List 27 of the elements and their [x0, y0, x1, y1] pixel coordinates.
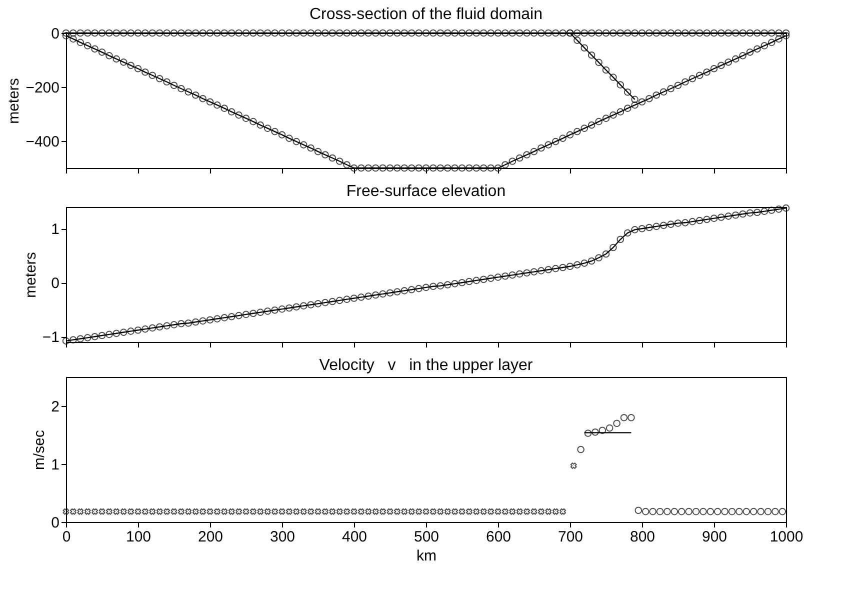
x-tick-label: 300	[270, 528, 296, 546]
x-tick-label: 400	[342, 528, 368, 546]
x-tick-label: 500	[414, 528, 440, 546]
y-tick-label: 0	[51, 514, 60, 532]
x-tick-label: 0	[62, 528, 71, 546]
y-tick-label: −400	[26, 134, 60, 150]
x-tick-label: 100	[126, 528, 152, 546]
x-tick-label: 700	[558, 528, 584, 546]
chart-title: Free-surface elevation	[346, 182, 506, 200]
chart-title: Cross-section of the fluid domain	[310, 6, 542, 23]
y-tick-label: 1	[51, 456, 60, 474]
y-tick-label: −1	[42, 329, 60, 346]
y-axis-title: meters	[6, 78, 23, 124]
x-tick-label: 900	[702, 528, 728, 546]
y-axis-title: m/sec	[31, 430, 48, 470]
y-tick-label: 1	[51, 221, 60, 238]
x-tick-label: 600	[486, 528, 512, 546]
y-tick-label: 0	[51, 275, 60, 292]
chart-title: Velocity v in the upper layer	[319, 357, 534, 374]
x-axis-title: km	[416, 548, 436, 564]
x-tick-label: 1000	[770, 528, 804, 546]
y-tick-label: −200	[26, 80, 60, 96]
x-tick-label: 200	[198, 528, 224, 546]
y-axis-title: meters	[22, 252, 40, 298]
x-tick-label: 800	[630, 528, 656, 546]
y-tick-label: 0	[51, 26, 60, 42]
y-tick-label: 2	[51, 398, 60, 416]
